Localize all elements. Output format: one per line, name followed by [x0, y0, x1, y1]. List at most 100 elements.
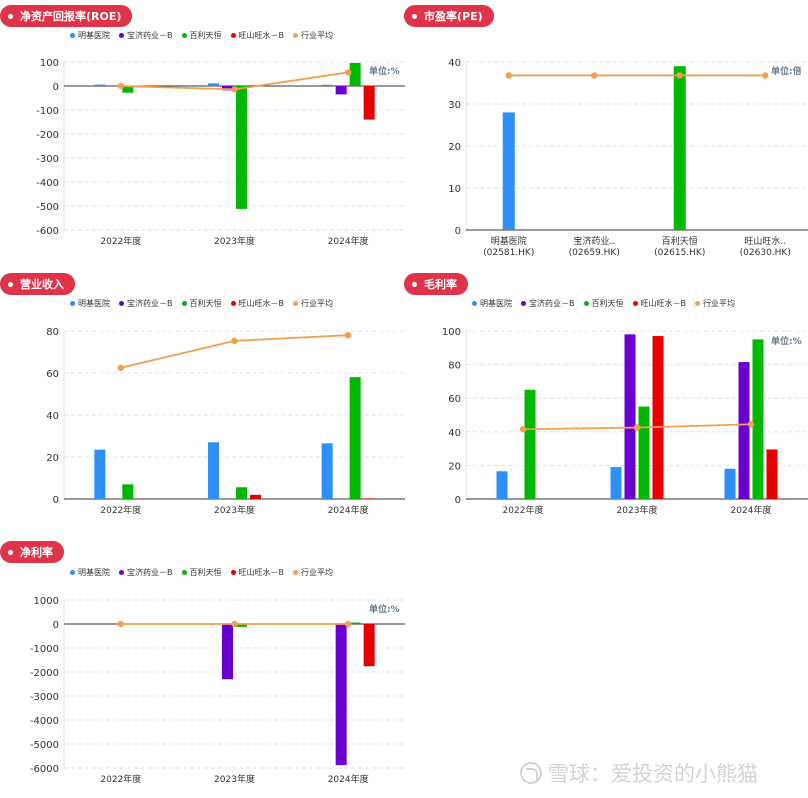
bar [122, 484, 134, 499]
bar [752, 339, 764, 499]
legend-item[interactable]: 宝济药业－B [521, 298, 575, 309]
bar [236, 624, 247, 627]
bar [335, 86, 347, 95]
chart-3: 100 80 60 40 20 0 2022年度 2023年度 2024年度 单位:% [442, 327, 808, 516]
unit-label: 单位:% [369, 65, 400, 77]
revenue-legend: 明基医院 宝济药业－B 百利天恒 旺山旺水－B 行业平均 [70, 298, 333, 309]
unit-label: 单位:% [771, 335, 802, 347]
y-tick-label: 100 [40, 58, 59, 69]
bar [638, 406, 650, 499]
x-tick-label: (02659.HK) [569, 248, 620, 258]
average-point [676, 72, 683, 79]
chart-4: 1000 0 -1000 -2000 -3000 -4000 -5000 -6000 2022年… [30, 596, 405, 785]
y-tick-label: 20 [46, 453, 59, 464]
y-tick-label: 20 [448, 461, 461, 472]
legend-swatch-icon [70, 570, 75, 575]
chart-0: 100 0 -100 -200 -300 -400 -500 -600 2022年度 2023年度… [36, 58, 405, 247]
legend-item[interactable]: 行业平均 [293, 567, 333, 578]
x-tick-label: 2023年度 [214, 504, 255, 516]
legend-item[interactable]: 宝济药业－B [119, 567, 173, 578]
legend-swatch-icon [293, 570, 298, 575]
legend-item[interactable]: 旺山旺水－B [230, 298, 284, 309]
gross-margin-title-badge: 毛利率 [404, 273, 468, 295]
x-tick-label: 明基医院 [491, 235, 527, 247]
legend-item[interactable]: 旺山旺水－B [230, 567, 284, 578]
bar [208, 83, 219, 86]
bar [610, 467, 622, 499]
legend-swatch-icon [230, 33, 236, 38]
xueqiu-logo-icon [520, 762, 542, 784]
legend-item[interactable]: 行业平均 [293, 298, 333, 309]
bar [724, 468, 736, 499]
x-tick-label: 2024年度 [731, 504, 772, 516]
average-point [344, 332, 352, 339]
badge-dot-icon [412, 281, 417, 287]
y-tick-label: 40 [448, 58, 461, 69]
legend-item[interactable]: 旺山旺水－B [230, 30, 284, 41]
legend-item[interactable]: 宝济药业－B [119, 30, 173, 41]
unit-label: 单位:倍 [771, 65, 802, 77]
y-tick-label: 0 [455, 226, 461, 237]
legend-item[interactable]: 行业平均 [293, 30, 333, 41]
watermark-text: 雪球：爱投资的小熊猫 [548, 762, 758, 786]
legend-item[interactable]: 明基医院 [70, 30, 110, 41]
x-tick-label: (02630.HK) [740, 248, 791, 258]
y-tick-label: 0 [455, 495, 461, 506]
average-point [519, 426, 527, 433]
legend-item[interactable]: 宝济药业－B [119, 298, 173, 309]
legend-item[interactable]: 明基医院 [70, 567, 110, 578]
bar [349, 377, 361, 499]
x-tick-label: (02615.HK) [654, 248, 705, 258]
legend-item[interactable]: 百利天恒 [181, 567, 222, 578]
legend-swatch-icon [119, 33, 124, 38]
bar [94, 449, 106, 499]
average-point [633, 424, 641, 431]
bar [738, 362, 750, 499]
legend-swatch-icon [70, 33, 75, 38]
legend-item[interactable]: 百利天恒 [583, 298, 624, 309]
y-tick-label: 40 [448, 428, 461, 439]
legend-item[interactable]: 百利天恒 [181, 298, 222, 309]
average-point [117, 364, 125, 371]
y-tick-label: -4000 [30, 716, 59, 727]
average-point [231, 620, 238, 628]
badge-dot-icon [412, 13, 417, 19]
x-tick-label: 2023年度 [214, 235, 255, 247]
bar [321, 443, 333, 499]
legend-item[interactable]: 明基医院 [472, 298, 512, 309]
y-tick-label: 0 [53, 620, 59, 631]
badge-dot-icon [8, 281, 13, 287]
bar [502, 112, 515, 230]
bar [321, 84, 333, 86]
legend-swatch-icon [181, 570, 187, 575]
x-tick-label: 2022年度 [100, 773, 141, 785]
bar [222, 624, 233, 680]
x-tick-label: 2022年度 [503, 504, 544, 516]
x-tick-label: 2024年度 [328, 235, 369, 247]
average-point [344, 620, 352, 628]
net-margin-legend: 明基医院 宝济药业－B 百利天恒 旺山旺水－B 行业平均 [70, 567, 333, 578]
legend-swatch-icon [181, 301, 187, 306]
y-tick-label: 0 [53, 495, 59, 506]
roe-legend: 明基医院 宝济药业－B 百利天恒 旺山旺水－B 行业平均 [70, 30, 333, 41]
y-tick-label: -500 [36, 202, 59, 213]
legend-swatch-icon [695, 301, 700, 306]
net-margin-title-badge: 净利率 [0, 541, 64, 563]
legend-swatch-icon [472, 301, 477, 306]
legend-item[interactable]: 行业平均 [695, 298, 735, 309]
legend-swatch-icon [632, 301, 638, 306]
legend-item[interactable]: 百利天恒 [181, 30, 222, 41]
x-tick-label: 2022年度 [100, 504, 141, 516]
pe-title-badge: 市盈率(PE) [404, 5, 494, 27]
legend-item[interactable]: 旺山旺水－B [632, 298, 686, 309]
average-point [231, 337, 238, 345]
bar [222, 86, 233, 91]
bar [766, 449, 778, 499]
y-tick-label: 20 [448, 142, 461, 153]
roe-title: 净资产回报率(ROE) [20, 10, 122, 23]
x-tick-label: 2022年度 [100, 235, 141, 247]
badge-dot-icon [8, 549, 13, 555]
pe-title: 市盈率(PE) [424, 10, 483, 23]
legend-item[interactable]: 明基医院 [70, 298, 110, 309]
